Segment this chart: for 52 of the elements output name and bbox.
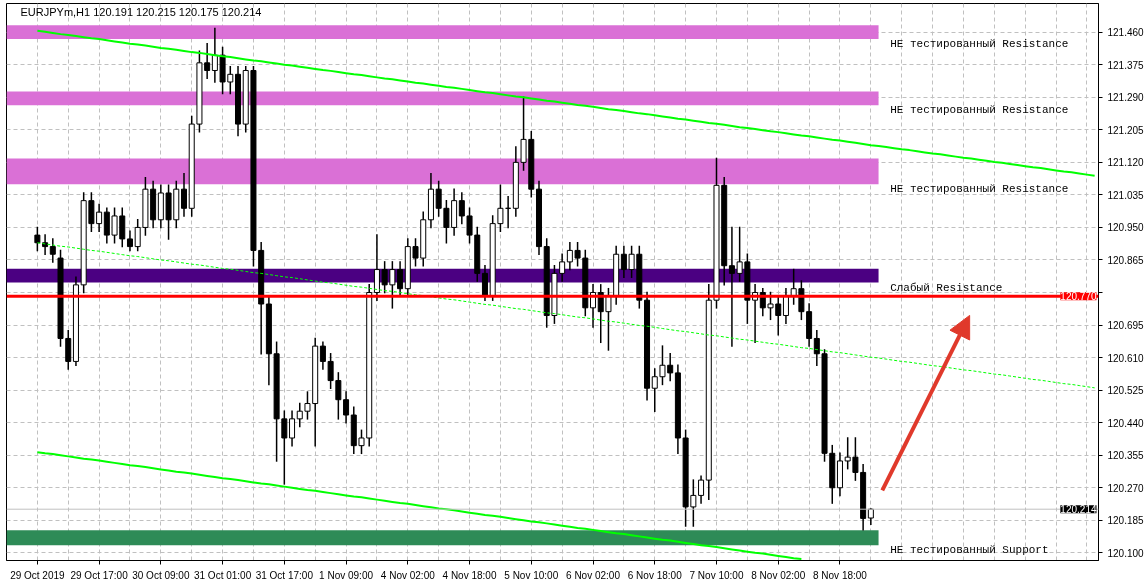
x-tick-label: 7 Nov 10:00: [689, 569, 744, 581]
band-label: НЕ тестированный Support: [890, 544, 1049, 557]
x-tick-label: 30 Oct 09:00: [132, 569, 190, 581]
candlestick: [458, 192, 465, 225]
candlestick: [481, 264, 488, 301]
candlestick: [296, 402, 303, 428]
candlestick: [126, 230, 133, 252]
y-tick-label: 121.120: [1107, 157, 1145, 169]
y-tick-label: 120.270: [1107, 482, 1145, 494]
candlestick: [49, 238, 56, 263]
band-label: Слабый Resistance: [890, 281, 1003, 294]
x-tick-label: 4 Nov 02:00: [380, 569, 436, 581]
candlestick: [281, 410, 288, 485]
x-tick-label: 29 Oct 2019: [10, 569, 66, 581]
y-tick-label: 120.525: [1107, 385, 1145, 397]
candlestick: [180, 173, 188, 217]
x-tick-label: 6 Nov 18:00: [627, 569, 683, 581]
x-tick-label: 8 Nov 18:00: [813, 569, 868, 581]
y-tick-label: 121.290: [1107, 92, 1145, 104]
y-tick-label: 120.355: [1107, 450, 1145, 462]
y-tick-label: 120.185: [1107, 515, 1145, 527]
candlestick: [698, 475, 705, 504]
x-tick-label: 31 Oct 17:00: [255, 569, 314, 581]
line-series: [36, 29, 1096, 177]
y-tick-label: 120.950: [1107, 222, 1145, 234]
y-tick-label: 121.375: [1107, 59, 1145, 71]
y-tick-label: 120.440: [1107, 417, 1145, 429]
candlestick: [782, 287, 789, 324]
y-tick-label: 121.460: [1107, 27, 1145, 39]
x-tick-label: 31 Oct 01:00: [193, 569, 252, 581]
x-tick-label: 1 Nov 09:00: [319, 569, 374, 581]
y-tick-label: 120.695: [1107, 320, 1145, 332]
x-tick-label: 4 Nov 18:00: [442, 569, 497, 581]
ref-line-label: 120.770: [1060, 291, 1097, 303]
candlestick: [813, 330, 820, 367]
band-label: НЕ тестированный Resistance: [890, 38, 1069, 51]
y-tick-label: 121.205: [1107, 124, 1145, 136]
y-tick-label: 121.035: [1107, 189, 1145, 201]
y-tick-label: 120.100: [1107, 547, 1145, 559]
chart-title: EURJPYm,H1 120.191 120.215 120.175 120.214: [20, 5, 262, 18]
y-tick-label: 120.610: [1107, 352, 1145, 364]
x-tick-label: 29 Oct 17:00: [70, 569, 129, 581]
x-tick-label: 8 Nov 02:00: [751, 569, 806, 581]
candlestick: [289, 410, 296, 447]
band-label: НЕ тестированный Resistance: [890, 183, 1069, 196]
x-tick-label: 6 Nov 02:00: [566, 569, 621, 581]
x-tick-label: 5 Nov 10:00: [504, 569, 559, 581]
candlestick: [466, 207, 473, 244]
ref-line-label: 120.214: [1060, 504, 1097, 516]
y-tick-label: 120.865: [1107, 254, 1145, 266]
band-label: НЕ тестированный Resistance: [890, 104, 1069, 117]
line-series: [36, 451, 803, 560]
